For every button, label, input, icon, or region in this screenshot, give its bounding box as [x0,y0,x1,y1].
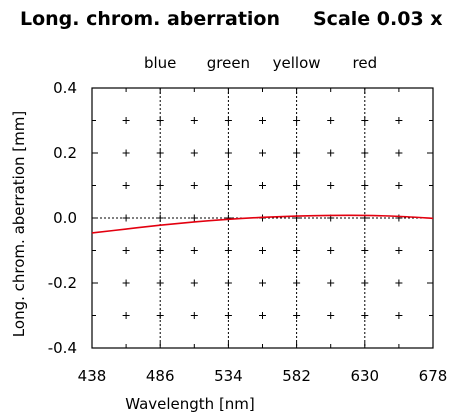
grid-plus-marker [395,182,403,189]
x-tick-label: 582 [282,367,311,385]
grid-plus-marker [327,312,335,319]
grid-plus-marker [395,279,403,287]
grid-plus-marker [327,279,335,287]
series-line [91,214,434,234]
x-tick-label: 534 [214,367,243,385]
grid-plus-marker [395,312,403,319]
grid-plus-marker [259,279,266,287]
x-tick-label: 630 [350,367,379,385]
grid-plus-marker [122,149,130,157]
grid-plus-marker [190,312,198,319]
grid-plus-marker [395,247,403,254]
y-tick-label: -0.4 [48,339,77,357]
wavelength-label-blue: blue [144,54,176,72]
grid-plus-marker [190,149,198,157]
grid-plus-marker [327,117,335,124]
y-tick-label: 0.4 [53,79,77,97]
grid-plus-marker [190,182,198,189]
grid-plus-marker [327,182,335,189]
grid-plus-marker [395,117,403,124]
grid-plus-marker [190,247,198,254]
grid-plus-marker [190,117,198,124]
grid-plus-marker [395,149,403,157]
grid-plus-marker [259,117,266,124]
series-layer [91,214,434,234]
x-tick-label: 486 [146,367,175,385]
grid-plus-marker [259,182,266,189]
chart-header: Long. chrom. aberration Scale 0.03 x [20,8,450,36]
axis-ticks [91,87,434,349]
y-tick-label: -0.2 [48,274,77,292]
chart-title: Long. chrom. aberration [20,8,281,30]
grid-plus-marker [122,247,130,254]
grid-plus-marker [122,279,130,287]
grid-plus-marker [259,247,266,254]
grid-plus-marker [327,247,335,254]
x-axis-title: Wavelength [nm] [125,395,255,413]
grid-plus-marker [190,279,198,287]
x-tick-label: 438 [78,367,107,385]
scale-label: Scale 0.03 x [313,8,443,30]
grid-plus-marker [327,149,335,157]
wavelength-label-red: red [353,54,378,72]
wavelength-label-green: green [207,54,250,72]
grid-plus-marker [259,312,266,319]
y-tick-label: 0.2 [53,144,77,162]
grid-plus-marker [259,149,266,157]
grid-plus-marker [122,312,130,319]
x-tick-label: 678 [419,367,448,385]
wavelength-label-yellow: yellow [273,54,321,72]
grid-plus-marker [122,182,130,189]
labels: blue green yellow red 438 486 534 582 630 678 -0.4… [10,54,447,413]
grid-plus-marker [122,117,130,124]
y-tick-label: 0.0 [53,209,77,227]
y-axis-title: Long. chrom. aberration [mm] [10,111,28,337]
